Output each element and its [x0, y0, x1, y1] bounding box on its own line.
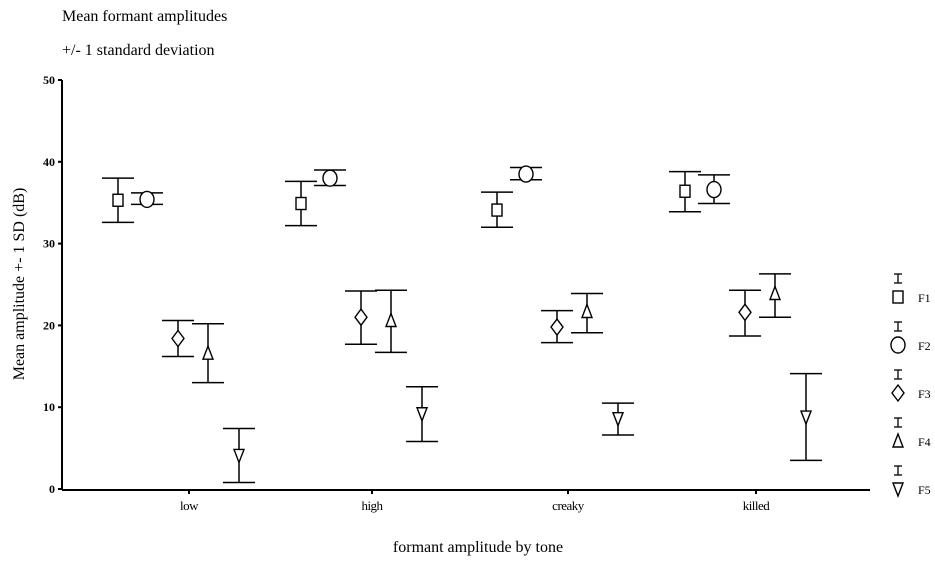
series-f3	[162, 289, 761, 358]
y-tick-label: 10	[43, 400, 55, 414]
legend-item-f2: F2	[890, 321, 931, 354]
data-point	[611, 411, 625, 428]
data-point	[295, 196, 307, 211]
data-point	[550, 317, 564, 337]
legend-diamond-icon	[891, 383, 905, 403]
chart-title: Mean formant amplitudes	[62, 8, 228, 25]
data-point	[679, 184, 691, 198]
data-point	[768, 284, 782, 301]
legend-item-f1: F1	[892, 273, 931, 305]
data-point	[354, 308, 368, 327]
legend-label: F4	[918, 435, 931, 449]
data-point	[799, 410, 813, 426]
legend: F1 F2 F3 F4 F5	[890, 273, 931, 498]
legend-triangle-down-icon	[891, 482, 905, 498]
x-tick-label: killed	[743, 498, 771, 513]
x-tick-label: low	[180, 498, 199, 513]
legend-label: F5	[918, 483, 931, 497]
data-point	[322, 169, 338, 187]
data-point	[201, 344, 215, 360]
legend-label: F3	[918, 387, 931, 401]
y-tick-label: 20	[43, 318, 55, 332]
series-f5	[223, 372, 822, 484]
legend-circle-icon	[890, 336, 906, 354]
y-tick-label: 40	[43, 155, 55, 169]
data-point	[706, 180, 722, 199]
data-point	[232, 448, 246, 465]
legend-item-f5: F5	[891, 465, 931, 498]
x-axis-label: formant amplitude by tone	[393, 539, 563, 556]
x-tick-label: high	[361, 498, 383, 513]
legend-square-icon	[892, 290, 904, 304]
data-point	[171, 329, 185, 348]
series-f4	[192, 273, 791, 384]
data-point	[580, 302, 594, 319]
y-tick-label: 50	[43, 73, 55, 87]
data-point	[518, 165, 534, 183]
series-f1	[102, 170, 701, 228]
data-point	[139, 190, 155, 209]
data-point	[738, 303, 752, 322]
data-marks	[102, 165, 822, 484]
legend-label: F2	[918, 339, 931, 353]
legend-item-f4: F4	[891, 417, 931, 449]
x-tick-label: creaky	[552, 498, 585, 513]
data-point	[415, 407, 429, 423]
legend-item-f3: F3	[891, 369, 931, 403]
y-tick-label: 0	[49, 482, 55, 496]
legend-triangle-up-icon	[891, 432, 905, 448]
series-f2	[131, 165, 730, 209]
data-point	[491, 203, 503, 217]
y-axis-label: Mean amplitude +- 1 SD (dB)	[11, 188, 28, 381]
y-tick-label: 30	[43, 237, 55, 251]
data-point	[112, 193, 124, 207]
axes: 0 10 20 30 40 50 low high creaky killed	[43, 73, 870, 513]
legend-label: F1	[918, 291, 931, 305]
data-point	[384, 311, 398, 328]
chart-subtitle: +/- 1 standard deviation	[62, 42, 215, 59]
